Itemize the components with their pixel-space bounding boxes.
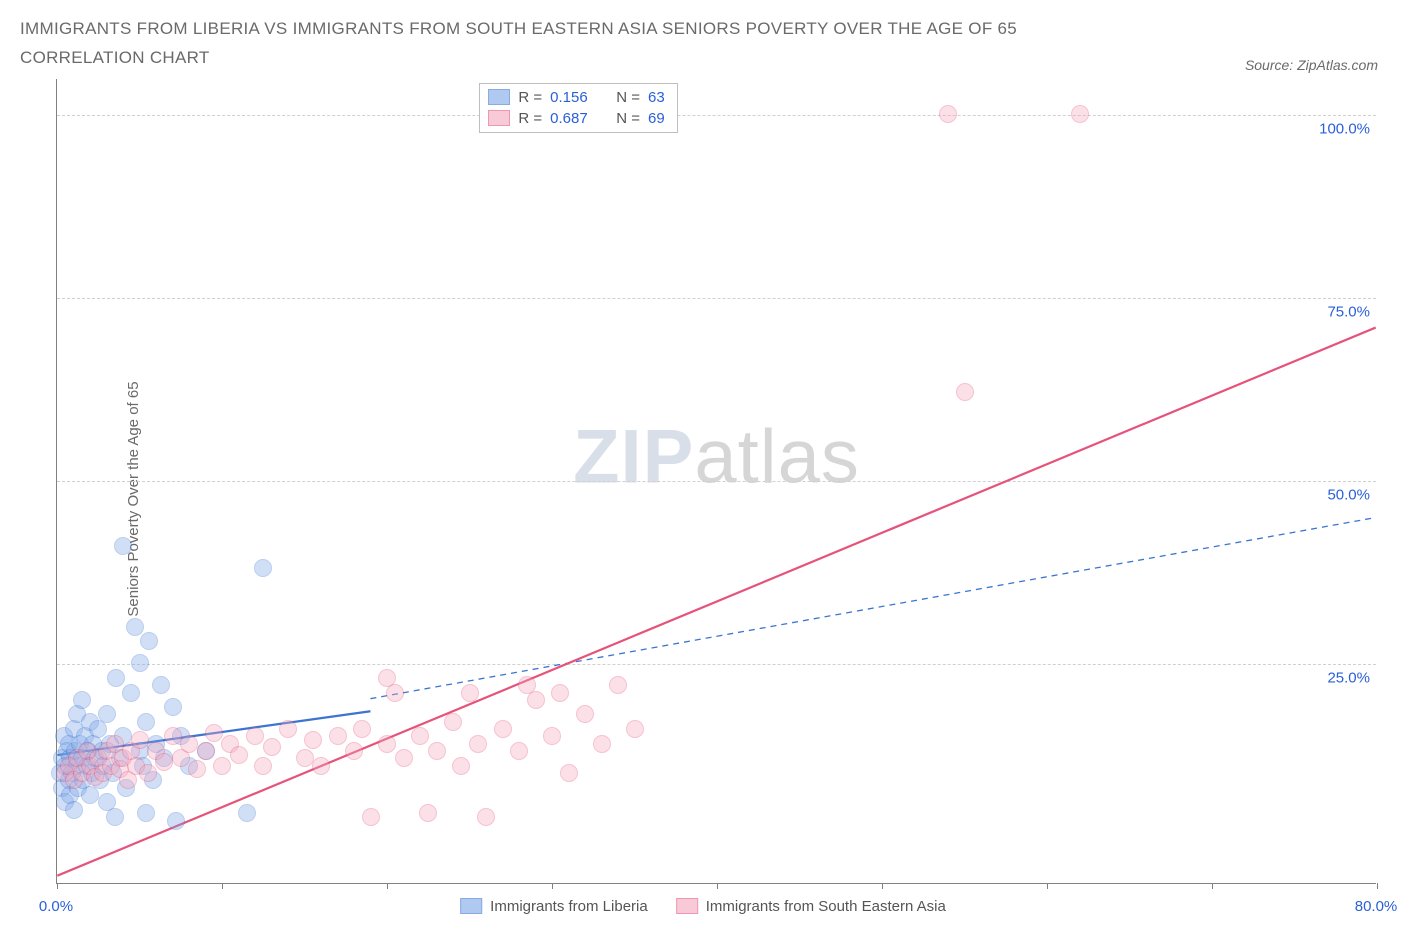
- data-point: [939, 105, 957, 123]
- gridline: [57, 664, 1376, 665]
- legend-item: Immigrants from Liberia: [460, 898, 648, 915]
- y-tick-label: 25.0%: [1327, 670, 1370, 687]
- data-point: [477, 808, 495, 826]
- x-tick: [222, 883, 223, 889]
- data-point: [956, 383, 974, 401]
- x-tick: [1047, 883, 1048, 889]
- data-point: [131, 654, 149, 672]
- data-point: [469, 735, 487, 753]
- gridline: [57, 298, 1376, 299]
- legend-label: Immigrants from South Eastern Asia: [706, 898, 946, 915]
- data-point: [378, 735, 396, 753]
- data-point: [576, 705, 594, 723]
- data-point: [73, 691, 91, 709]
- data-point: [312, 757, 330, 775]
- x-tick: [57, 883, 58, 889]
- data-point: [419, 804, 437, 822]
- stats-legend: R = 0.156 N = 63R = 0.687 N = 69: [479, 83, 677, 133]
- data-point: [238, 804, 256, 822]
- data-point: [140, 632, 158, 650]
- y-tick-label: 100.0%: [1319, 121, 1370, 138]
- data-point: [139, 764, 157, 782]
- data-point: [329, 727, 347, 745]
- data-point: [137, 713, 155, 731]
- data-point: [131, 731, 149, 749]
- data-point: [137, 804, 155, 822]
- data-point: [1071, 105, 1089, 123]
- data-point: [362, 808, 380, 826]
- data-point: [164, 727, 182, 745]
- data-point: [254, 559, 272, 577]
- data-point: [180, 735, 198, 753]
- x-tick-label: 80.0%: [1355, 898, 1398, 915]
- x-tick-label: 0.0%: [39, 898, 73, 915]
- data-point: [167, 812, 185, 830]
- y-tick-label: 50.0%: [1327, 487, 1370, 504]
- data-point: [609, 676, 627, 694]
- data-point: [126, 618, 144, 636]
- data-point: [65, 801, 83, 819]
- data-point: [626, 720, 644, 738]
- data-point: [411, 727, 429, 745]
- x-tick: [1212, 883, 1213, 889]
- source-label: Source: ZipAtlas.com: [1245, 57, 1386, 73]
- legend-item: Immigrants from South Eastern Asia: [676, 898, 946, 915]
- data-point: [304, 731, 322, 749]
- data-point: [188, 760, 206, 778]
- y-tick-label: 75.0%: [1327, 304, 1370, 321]
- data-point: [378, 669, 396, 687]
- legend-swatch: [676, 898, 698, 914]
- x-tick: [717, 883, 718, 889]
- x-tick: [387, 883, 388, 889]
- legend-swatch: [488, 89, 510, 105]
- watermark: ZIPatlas: [573, 413, 860, 500]
- data-point: [122, 684, 140, 702]
- data-point: [263, 738, 281, 756]
- gridline: [57, 115, 1376, 116]
- data-point: [551, 684, 569, 702]
- data-point: [164, 698, 182, 716]
- data-point: [543, 727, 561, 745]
- plot-area: ZIPatlas 25.0% 50.0% 75.0% 100.0% R = 0.156 …: [56, 79, 1376, 884]
- data-point: [230, 746, 248, 764]
- data-point: [254, 757, 272, 775]
- data-point: [353, 720, 371, 738]
- x-tick: [552, 883, 553, 889]
- data-point: [395, 749, 413, 767]
- data-point: [279, 720, 297, 738]
- data-point: [106, 808, 124, 826]
- data-point: [560, 764, 578, 782]
- legend-swatch: [460, 898, 482, 914]
- data-point: [107, 669, 125, 687]
- data-point: [155, 753, 173, 771]
- chart-title: IMMIGRANTS FROM LIBERIA VS IMMIGRANTS FR…: [20, 15, 1140, 73]
- data-point: [296, 749, 314, 767]
- data-point: [197, 742, 215, 760]
- legend-swatch: [488, 110, 510, 126]
- data-point: [510, 742, 528, 760]
- data-point: [494, 720, 512, 738]
- gridline: [57, 481, 1376, 482]
- data-point: [246, 727, 264, 745]
- x-tick: [882, 883, 883, 889]
- data-point: [114, 537, 132, 555]
- chart-container: Seniors Poverty Over the Age of 65 ZIPat…: [20, 79, 1386, 919]
- data-point: [461, 684, 479, 702]
- data-point: [593, 735, 611, 753]
- data-point: [428, 742, 446, 760]
- data-point: [152, 676, 170, 694]
- data-point: [98, 705, 116, 723]
- data-point: [205, 724, 223, 742]
- data-point: [527, 691, 545, 709]
- legend-bottom: Immigrants from Liberia Immigrants from S…: [460, 898, 946, 915]
- x-tick: [1377, 883, 1378, 889]
- data-point: [213, 757, 231, 775]
- legend-label: Immigrants from Liberia: [490, 898, 648, 915]
- data-point: [345, 742, 363, 760]
- data-point: [444, 713, 462, 731]
- data-point: [452, 757, 470, 775]
